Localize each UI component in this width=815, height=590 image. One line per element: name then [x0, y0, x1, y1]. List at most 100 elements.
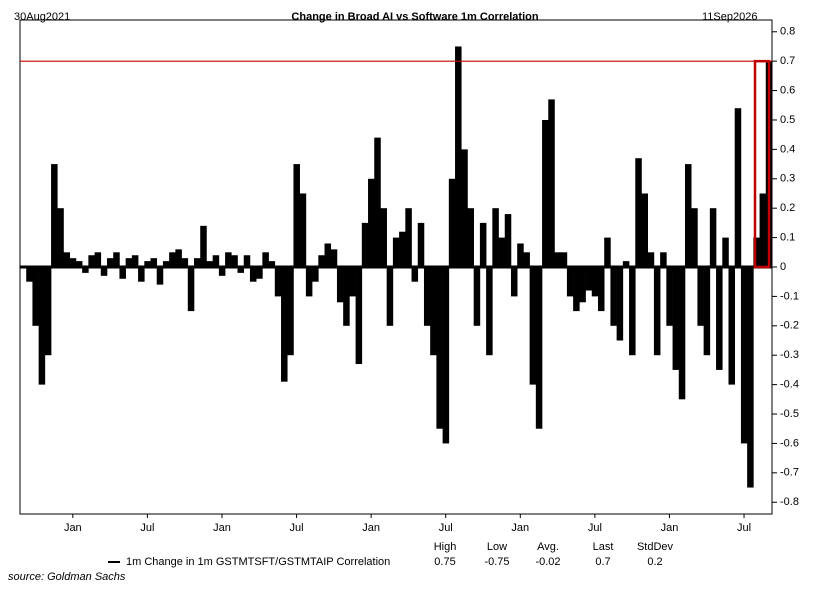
bar [523, 252, 530, 267]
y-tick-label: 0.4 [780, 143, 795, 155]
bar [305, 267, 313, 297]
bar [343, 267, 350, 326]
bar [542, 119, 549, 267]
stat-value: -0.02 [535, 556, 560, 568]
bar [697, 267, 704, 326]
bar [622, 261, 630, 267]
bar [57, 208, 64, 267]
bar [262, 252, 269, 267]
y-tick-label: 0.5 [780, 114, 795, 126]
y-tick-label: -0.8 [780, 496, 799, 508]
bar [442, 267, 450, 444]
bar [82, 267, 89, 273]
bar [486, 267, 493, 356]
bar [554, 252, 561, 267]
bar [436, 267, 443, 429]
bar [535, 267, 543, 429]
legend-label: 1m Change in 1m GSTMTSFT/GSTMTAIP Correl… [126, 556, 390, 568]
y-tick-label: 0.1 [780, 232, 795, 244]
bar [610, 267, 617, 326]
bar [200, 225, 207, 267]
bar [467, 208, 474, 267]
bar [94, 252, 102, 267]
bar [100, 267, 108, 276]
stat-label: Last [593, 541, 614, 553]
bar [26, 267, 33, 282]
bar [423, 267, 431, 326]
x-tick-label: Jul [588, 522, 602, 534]
y-tick-label: 0 [780, 261, 786, 273]
bar [653, 267, 661, 356]
bar [734, 108, 742, 267]
bar [150, 258, 158, 267]
bar [51, 164, 58, 267]
bar [573, 267, 580, 312]
bar [635, 158, 642, 267]
stat-label: Avg. [537, 541, 559, 553]
bar [274, 267, 282, 297]
bar [368, 178, 375, 267]
bar [125, 258, 133, 267]
bar [597, 267, 605, 312]
bar [666, 267, 673, 326]
bar [162, 261, 170, 267]
bar [299, 193, 307, 267]
bar [181, 258, 189, 267]
bar [759, 193, 767, 267]
bar [585, 267, 593, 291]
bar [75, 261, 83, 267]
y-tick-label: -0.5 [780, 408, 799, 420]
bar [144, 261, 151, 267]
bar [324, 243, 332, 267]
bar [747, 267, 754, 488]
bar [237, 267, 245, 273]
bar [88, 255, 95, 267]
bar [616, 267, 624, 341]
bar [473, 267, 481, 326]
bar [479, 222, 487, 267]
bar [330, 249, 338, 267]
y-tick-label: -0.2 [780, 320, 799, 332]
x-tick-label: Jan [64, 522, 82, 534]
bar [69, 258, 77, 267]
bar [548, 99, 555, 268]
bar [678, 267, 686, 400]
bar [660, 252, 667, 267]
stat-value: 0.75 [434, 556, 455, 568]
x-tick-label: Jul [290, 522, 304, 534]
x-tick-label: Jul [140, 522, 154, 534]
x-tick-label: Jul [439, 522, 453, 534]
stat-value: -0.75 [484, 556, 509, 568]
x-tick-label: Jan [213, 522, 231, 534]
bar [287, 267, 294, 356]
y-tick-label: 0.6 [780, 84, 795, 96]
bar [194, 258, 201, 267]
stat-label: Low [487, 541, 507, 553]
bar [709, 208, 717, 267]
bar [169, 252, 176, 267]
bar [448, 178, 456, 267]
y-tick-label: -0.1 [780, 290, 799, 302]
chart-title: Change in Broad AI vs Software 1m Correl… [291, 11, 538, 23]
bar [399, 231, 406, 267]
bar [510, 267, 518, 297]
x-tick-label: Jan [362, 522, 380, 534]
source: source: Goldman Sachs [8, 571, 126, 583]
bar [641, 193, 649, 267]
bar [107, 258, 114, 267]
bar [517, 243, 524, 267]
end-date: 11Sep2026 [702, 11, 757, 23]
bar [361, 222, 369, 267]
bar [256, 267, 263, 279]
y-tick-label: 0.8 [780, 26, 795, 38]
bar [684, 164, 692, 267]
bar [138, 267, 145, 282]
y-tick-label: -0.6 [780, 437, 799, 449]
bar [175, 249, 182, 267]
bar [355, 267, 363, 365]
stat-label: StdDev [637, 541, 674, 553]
y-tick-label: 0.2 [780, 202, 795, 214]
bar [691, 208, 698, 267]
bar [63, 252, 71, 267]
